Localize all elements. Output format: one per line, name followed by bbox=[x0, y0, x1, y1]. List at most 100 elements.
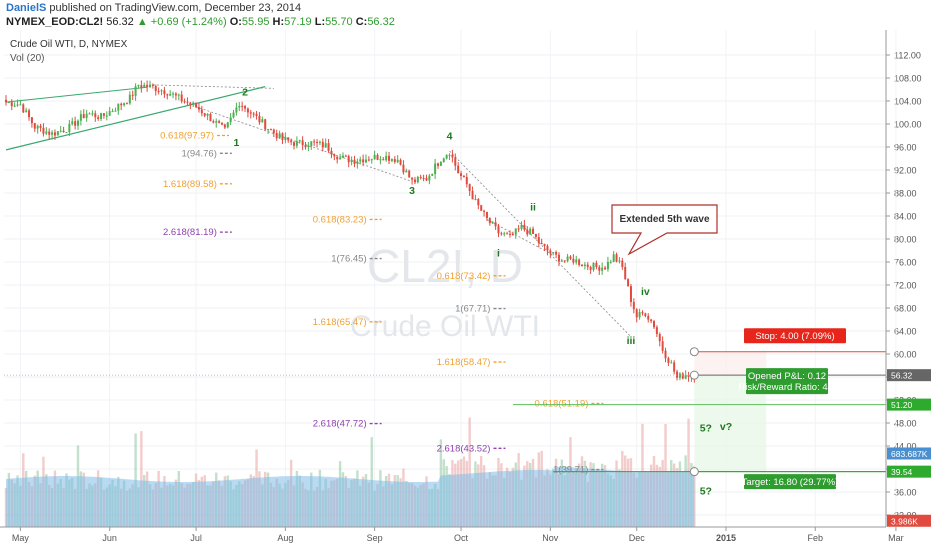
candle-body bbox=[53, 132, 56, 136]
candle-body bbox=[143, 84, 146, 88]
candle-body bbox=[169, 94, 172, 96]
x-tick-label: Dec bbox=[629, 533, 646, 543]
candle-body bbox=[365, 159, 367, 163]
candle-body bbox=[5, 99, 7, 103]
candle-body bbox=[526, 229, 529, 235]
candle-body bbox=[36, 125, 39, 129]
entry-label-text: Risk/Reward Ratio: 4.2 bbox=[738, 382, 835, 393]
candle-body bbox=[497, 226, 500, 234]
candle-body bbox=[77, 120, 79, 126]
x-tick-label: Sep bbox=[367, 533, 383, 543]
candle-body bbox=[203, 113, 206, 116]
candle-body bbox=[468, 184, 471, 191]
candle-body bbox=[172, 93, 175, 95]
candle-body bbox=[25, 110, 28, 113]
open-value: 55.95 bbox=[241, 16, 270, 28]
candle-body bbox=[246, 108, 249, 113]
x-tick-label: Jun bbox=[102, 533, 117, 543]
candle-body bbox=[350, 159, 353, 163]
candle-body bbox=[330, 150, 333, 155]
candle-body bbox=[520, 224, 523, 229]
candle-body bbox=[272, 129, 275, 134]
price-chart[interactable]: 112.00 108.00 104.00 100.00 96.00 92.00 88.00 8… bbox=[0, 30, 932, 550]
trend-line-dashed[interactable] bbox=[152, 84, 274, 89]
fib-level-label: 1(39.71) bbox=[553, 465, 588, 476]
candle-body bbox=[465, 177, 468, 185]
candle-body bbox=[431, 173, 434, 176]
candle-body bbox=[437, 163, 439, 166]
quote-line: NYMEX_EOD:CL2! 56.32 ▲ +0.69 (+1.24%) O:… bbox=[6, 16, 395, 28]
candle-body bbox=[264, 119, 267, 130]
candle-body bbox=[269, 129, 272, 131]
target-label-box[interactable] bbox=[744, 474, 836, 490]
candle-body bbox=[569, 256, 572, 259]
entry-label-box[interactable] bbox=[746, 368, 828, 395]
position-handle[interactable] bbox=[689, 370, 699, 380]
candle-body bbox=[532, 228, 535, 234]
candle-body bbox=[278, 133, 281, 139]
wave-line-4-5[interactable] bbox=[449, 150, 632, 338]
candle-body bbox=[618, 260, 621, 262]
open-label: O: bbox=[229, 16, 242, 28]
x-tick-label: 2015 bbox=[716, 533, 736, 543]
wave-label: 2 bbox=[242, 86, 248, 98]
candle-body bbox=[552, 252, 555, 254]
candle-body bbox=[546, 245, 549, 251]
low-value: 55.70 bbox=[325, 16, 353, 28]
y-tick-label: 96.00 bbox=[894, 143, 917, 153]
candle-body bbox=[206, 113, 209, 116]
position-handle[interactable] bbox=[689, 467, 699, 477]
candle-body bbox=[51, 132, 54, 135]
candle-body bbox=[416, 176, 419, 183]
callout-bubble[interactable] bbox=[611, 204, 718, 256]
candle-body bbox=[65, 132, 68, 134]
author-link[interactable]: DanielS bbox=[6, 2, 47, 14]
y-tick-label: 68.00 bbox=[894, 304, 917, 314]
candle-body bbox=[529, 228, 532, 235]
wave-label: iii bbox=[627, 335, 636, 347]
fib-level-label: 0.618(97.97) bbox=[160, 131, 214, 142]
publish-line: DanielS published on TradingView.com, De… bbox=[6, 2, 301, 14]
candle-body bbox=[313, 141, 316, 143]
candle-body bbox=[186, 101, 189, 103]
symbol-label[interactable]: NYMEX_EOD:CL2! bbox=[6, 16, 104, 28]
candle-body bbox=[114, 110, 117, 112]
candle-body bbox=[670, 362, 673, 364]
candle-body bbox=[471, 190, 474, 200]
candle-body bbox=[609, 261, 612, 263]
candle-body bbox=[572, 258, 575, 263]
y-tick-label: 36.00 bbox=[894, 488, 917, 498]
trend-line-upper[interactable] bbox=[5, 86, 148, 103]
fib-level-label: 2.618(81.19) bbox=[163, 227, 217, 238]
y-tick-label: 80.00 bbox=[894, 235, 917, 245]
candle-body bbox=[310, 141, 313, 146]
candle-body bbox=[232, 112, 235, 118]
wave-label: iv bbox=[641, 286, 650, 298]
candle-body bbox=[19, 104, 22, 106]
price-tag-box bbox=[887, 447, 931, 460]
candle-body bbox=[382, 159, 385, 161]
y-tick-label: 60.00 bbox=[894, 350, 917, 360]
candle-body bbox=[359, 159, 362, 162]
high-label: H: bbox=[272, 16, 285, 28]
candle-body bbox=[612, 254, 615, 262]
candle-body bbox=[356, 161, 359, 164]
candle-body bbox=[290, 140, 293, 143]
candle-body bbox=[229, 117, 232, 123]
candle-body bbox=[22, 104, 25, 113]
candle-body bbox=[45, 131, 48, 134]
x-tick-label: Nov bbox=[542, 533, 559, 543]
wave-label: 5? bbox=[700, 423, 712, 435]
candle-body bbox=[583, 264, 586, 266]
candle-body bbox=[483, 210, 486, 212]
candle-body bbox=[644, 313, 647, 316]
candle-body bbox=[627, 279, 630, 287]
candle-body bbox=[97, 117, 100, 119]
candle-body bbox=[146, 84, 149, 88]
stop-label-box[interactable] bbox=[744, 328, 846, 344]
candle-body bbox=[154, 85, 157, 92]
position-handle[interactable] bbox=[689, 347, 699, 357]
candle-body bbox=[91, 113, 94, 115]
candle-body bbox=[30, 117, 33, 124]
candle-body bbox=[249, 112, 252, 114]
